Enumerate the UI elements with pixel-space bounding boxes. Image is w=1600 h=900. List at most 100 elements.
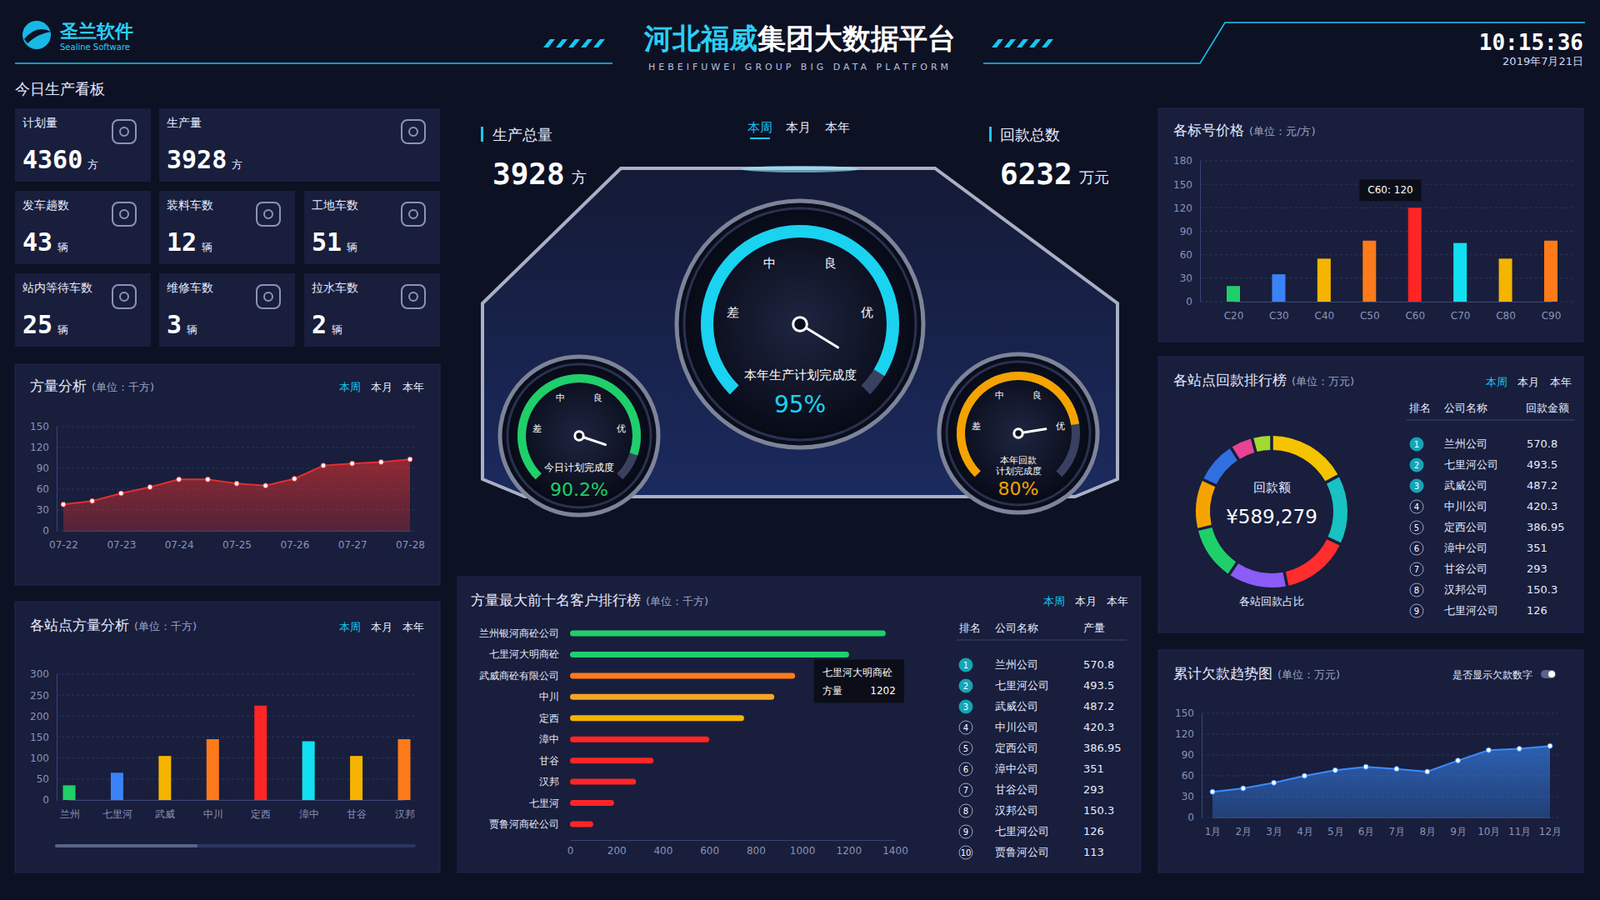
tick-label: 0 bbox=[1187, 811, 1195, 824]
indicator bbox=[989, 126, 992, 142]
rank: 1 bbox=[1414, 440, 1420, 450]
card-icon bbox=[120, 292, 129, 301]
tick-label: 1200 bbox=[836, 845, 863, 857]
tab[interactable]: 本月 bbox=[1517, 375, 1540, 389]
tick-label: 10月 bbox=[1477, 825, 1500, 838]
grid-line bbox=[56, 715, 415, 717]
tooltip-box bbox=[814, 659, 905, 703]
category-label: 兰州银河商砼公司 bbox=[479, 627, 560, 640]
bar bbox=[570, 736, 710, 743]
card-value: 2 bbox=[311, 310, 327, 340]
amount: 570.8 bbox=[1083, 658, 1115, 671]
bar bbox=[1226, 285, 1240, 302]
tab-underline bbox=[750, 137, 770, 140]
tick-label: 250 bbox=[30, 690, 50, 702]
rank-badge bbox=[959, 845, 973, 860]
tick-label: C70 bbox=[1450, 310, 1471, 322]
gauge-level: 优 bbox=[1055, 420, 1065, 432]
tick-label: 漳中 bbox=[299, 808, 320, 820]
tick-label: 800 bbox=[746, 845, 766, 857]
rank: 6 bbox=[963, 765, 969, 775]
toggle-knob[interactable] bbox=[1548, 670, 1555, 678]
tick-label: C40 bbox=[1315, 310, 1335, 322]
tick-label: 8月 bbox=[1419, 825, 1436, 838]
panel-subtitle: (单位：千方) bbox=[645, 595, 709, 608]
gauge-level: 差 bbox=[532, 423, 542, 435]
rank: 3 bbox=[963, 702, 969, 712]
gauge-label: 本年回款 bbox=[1000, 455, 1037, 466]
gauge-level: 良 bbox=[593, 392, 603, 404]
category-label: 甘谷 bbox=[539, 755, 560, 767]
amount: 493.5 bbox=[1526, 458, 1558, 471]
point bbox=[176, 476, 182, 482]
card-value: 12 bbox=[166, 227, 197, 257]
company: 贾鲁河公司 bbox=[995, 845, 1050, 859]
tab[interactable]: 本年 bbox=[1106, 595, 1129, 608]
tab[interactable]: 本年 bbox=[402, 380, 425, 394]
tick: C80 bbox=[1495, 301, 1516, 322]
tab[interactable]: 本周 bbox=[747, 120, 773, 135]
tab[interactable]: 本周 bbox=[339, 380, 361, 394]
card-value: 43 bbox=[22, 227, 53, 257]
tab[interactable]: 本月 bbox=[370, 380, 393, 394]
panel-subtitle: (单位：万元) bbox=[1277, 668, 1340, 681]
column-head: 排名 bbox=[959, 621, 981, 635]
tab[interactable]: 本年 bbox=[402, 620, 425, 634]
tab[interactable]: 本月 bbox=[370, 620, 393, 634]
tick-label: C90 bbox=[1541, 310, 1562, 322]
tab[interactable]: 本月 bbox=[785, 120, 811, 135]
bar bbox=[1408, 207, 1422, 302]
card-unit: 辆 bbox=[331, 323, 343, 336]
rank-badge bbox=[959, 700, 973, 714]
toggle[interactable] bbox=[1540, 670, 1556, 679]
title: 河北福威集团大数据平台 bbox=[643, 21, 956, 55]
point bbox=[1210, 789, 1215, 795]
scrollbar-thumb[interactable] bbox=[56, 844, 196, 848]
panel-title: 累计欠款趋势图 bbox=[1173, 665, 1273, 682]
amount: 126 bbox=[1083, 825, 1105, 838]
gauge-level: 差 bbox=[971, 420, 981, 432]
card-unit: 辆 bbox=[186, 323, 198, 336]
tick: C60 bbox=[1405, 301, 1425, 322]
company: 定西公司 bbox=[995, 741, 1039, 755]
point bbox=[1301, 773, 1307, 779]
donut-center-label: 回款额 bbox=[1253, 480, 1291, 495]
point bbox=[350, 460, 355, 466]
company: 兰州公司 bbox=[1444, 437, 1488, 450]
tick-label: 60 bbox=[1180, 249, 1193, 261]
card-unit: 方 bbox=[87, 158, 99, 171]
tick: 90 bbox=[36, 462, 57, 475]
tick-label: 90 bbox=[1180, 225, 1193, 238]
amount: 351 bbox=[1083, 762, 1105, 775]
rank: 9 bbox=[1414, 606, 1420, 616]
tab[interactable]: 本周 bbox=[1485, 375, 1508, 389]
tick-label: C20 bbox=[1224, 310, 1245, 322]
gauge: 差中良优本年生产计划完成度95% bbox=[676, 200, 924, 448]
rank-badge bbox=[959, 762, 973, 776]
tick: 30 bbox=[1180, 272, 1200, 285]
rank: 4 bbox=[963, 723, 969, 733]
bar bbox=[1453, 243, 1467, 302]
tick: 60 bbox=[1180, 249, 1200, 261]
tick-label: 200 bbox=[30, 710, 50, 723]
rank: 4 bbox=[1414, 502, 1420, 512]
axis-line bbox=[56, 675, 58, 801]
tick: 0 bbox=[42, 525, 57, 537]
tab[interactable]: 本年 bbox=[1550, 375, 1572, 389]
chevron bbox=[543, 39, 555, 48]
company: 漳中公司 bbox=[995, 762, 1039, 775]
company: 甘谷公司 bbox=[1444, 562, 1488, 575]
plot-marks bbox=[63, 705, 411, 800]
tab[interactable]: 本周 bbox=[339, 620, 361, 634]
point bbox=[1425, 769, 1430, 775]
tab[interactable]: 本年 bbox=[825, 120, 850, 135]
tick: 中川 bbox=[203, 800, 224, 820]
tick-label: 30 bbox=[1181, 790, 1195, 803]
company: 中川公司 bbox=[995, 720, 1039, 734]
tick-label: 1000 bbox=[790, 845, 816, 857]
slice bbox=[1232, 439, 1255, 460]
tab[interactable]: 本周 bbox=[1043, 595, 1065, 608]
tick: 0 bbox=[567, 840, 575, 857]
tab[interactable]: 本月 bbox=[1075, 595, 1097, 608]
tick: 60 bbox=[36, 483, 57, 495]
